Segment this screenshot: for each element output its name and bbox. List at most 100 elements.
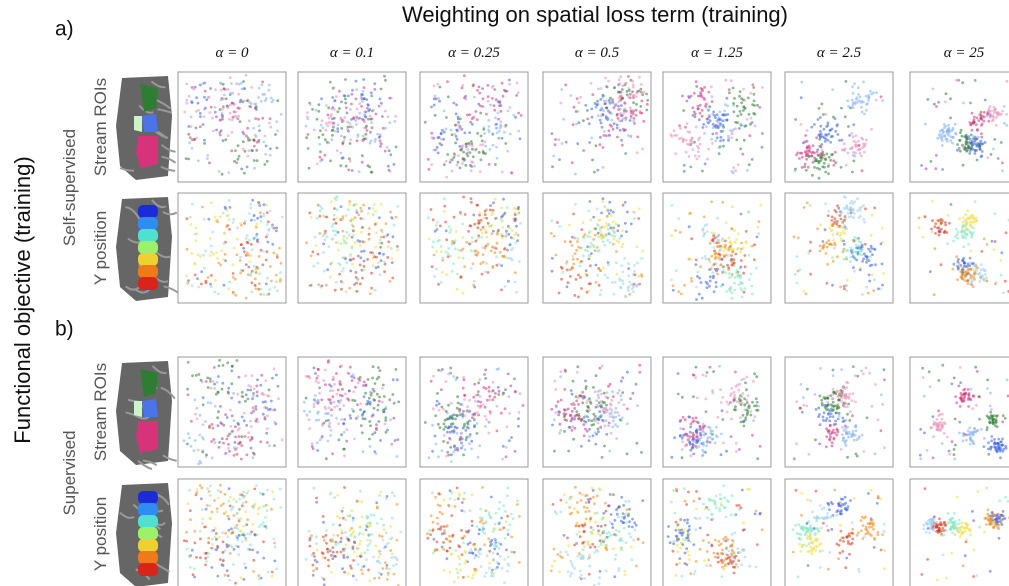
roi [138,265,158,278]
unit-dot [958,366,962,369]
unit-dot [699,281,703,284]
unit-dot [721,119,724,123]
unit-dot [591,158,594,162]
unit-dot [622,127,625,131]
unit-dot [961,216,965,220]
unit-dot [594,105,598,109]
unit-dot [679,126,682,130]
unit-dot [845,289,848,293]
unit-dot [856,101,859,104]
unit-dot [945,435,949,439]
unit-dot [375,377,379,381]
unit-dot [729,258,733,262]
unit-dot [454,123,457,127]
unit-dot [683,444,687,448]
unit-dot [607,424,610,428]
unit-dot [851,429,855,433]
unit-dot [493,395,497,399]
unit-dot [638,75,641,79]
unit-dot [867,247,870,251]
unit-dot [238,259,242,262]
unit-dot [672,129,676,133]
unit-dot [435,228,439,231]
unit-dot [627,289,630,292]
unit-dot [973,272,977,276]
unit-dot [248,100,252,104]
roi [140,84,158,112]
unit-dot [835,222,839,226]
unit-dot [974,264,978,268]
unit-dot [595,403,599,407]
unit-dot [969,141,972,144]
unit-dot [252,409,255,413]
unit-dot [203,142,207,145]
unit-dot [432,97,436,101]
unit-dot [636,283,640,287]
unit-dot [802,396,805,399]
row-label: Stream ROIs [91,363,110,461]
unit-dot [276,384,280,388]
unit-dot [507,439,511,442]
unit-dot [495,216,498,220]
unit-dot [227,487,231,490]
unit-dot [717,238,720,242]
unit-dot [699,265,702,269]
unit-dot [195,491,199,494]
unit-dot [974,430,978,434]
roi [138,217,158,230]
unit-dot [800,151,804,155]
unit-dot [625,422,629,426]
unit-dot [495,404,499,408]
unit-dot [275,120,279,123]
unit-dot [800,410,804,414]
unit-dot [431,407,435,411]
unit-dot [254,105,258,109]
y-title: Functional objective (training) [10,156,35,443]
unit-dot [263,163,267,166]
unit-dot [805,145,809,148]
unit-dot [724,221,728,225]
unit-dot [722,138,725,142]
unit-dot [358,102,362,105]
unit-dot [517,411,521,414]
unit-dot [266,276,269,280]
unit-dot [848,392,851,396]
unit-dot [745,388,748,392]
unit-dot [231,276,235,279]
panel-frame [419,71,529,183]
unit-dot [570,416,574,420]
unit-dot [249,206,253,210]
unit-dot [571,123,575,127]
unit-dot [869,89,872,93]
unit-dot [742,138,746,142]
unit-dot [931,199,934,203]
unit-dot [485,398,489,402]
unit-dot [185,82,189,86]
unit-dot [356,135,360,138]
unit-dot [258,577,261,581]
unit-dot [577,396,580,400]
unit-dot [476,400,480,403]
unit-dot [496,231,499,234]
unit-dot [470,447,473,451]
unit-dot [368,400,372,404]
unit-dot [823,403,827,407]
unit-dot [259,99,263,103]
unit-dot [727,246,731,250]
unit-dot [479,218,483,222]
unit-dot [375,423,378,426]
unit-dot [804,292,808,296]
unit-dot [733,276,737,279]
unit-dot [491,380,495,384]
unit-dot [518,137,522,141]
unit-dot [442,109,446,113]
unit-dot [604,99,608,103]
unit-dot [253,283,257,287]
unit-dot [329,434,333,437]
scatter-panel [419,192,529,304]
unit-dot [250,218,253,222]
unit-dot [682,170,686,173]
unit-dot [231,91,235,95]
unit-dot [1000,251,1004,255]
unit-dot [248,138,252,142]
